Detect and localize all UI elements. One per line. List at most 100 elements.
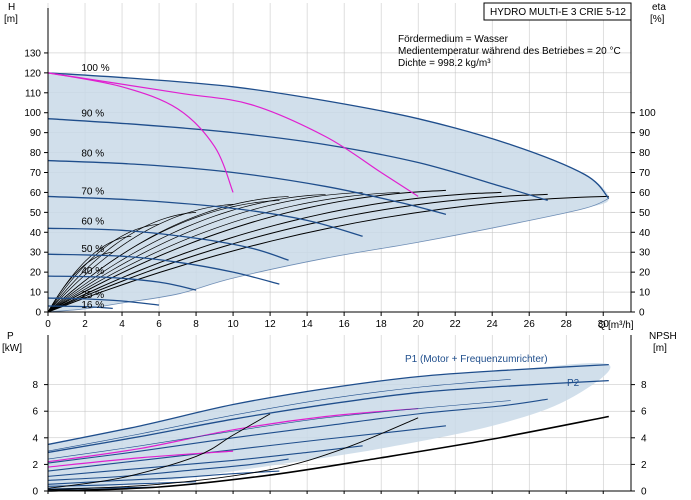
power-speed-curve: [47, 458, 289, 481]
system-curve: [47, 72, 419, 197]
efficiency-curve: [47, 195, 609, 313]
x-tick-label: 22: [450, 319, 462, 330]
y-right-tick-label: 0: [641, 487, 647, 498]
power-speed-curve: [47, 398, 548, 464]
y-right-tick-label: 80: [639, 148, 651, 159]
efficiency-curve: [47, 191, 502, 313]
y-tick-label: 8: [32, 380, 38, 391]
y-right-tick-label: 10: [639, 288, 651, 299]
head-envelope-area: [48, 72, 609, 312]
speed-label: 70 %: [81, 186, 104, 197]
head-curve: [47, 195, 363, 237]
x-axis-unit-q: [m³/h]: [608, 320, 634, 331]
speed-label: 50 %: [81, 244, 104, 255]
y-tick-label: 110: [25, 88, 41, 99]
y-tick-label: 40: [30, 228, 42, 239]
efficiency-curve: [47, 189, 446, 313]
power-speed-curve: [47, 425, 446, 472]
y-right-tick-label: 20: [639, 268, 651, 279]
head-curve: [47, 275, 197, 291]
x-tick-label: 0: [45, 319, 51, 330]
title-box: [483, 2, 632, 21]
x-tick-label: 2: [82, 319, 88, 330]
head-speed-curves: [47, 72, 610, 313]
y-tick-label: 80: [30, 148, 42, 159]
y-right-tick-label: 40: [639, 228, 651, 239]
y-tick-label: 0: [32, 487, 38, 498]
x-tick-label: 14: [302, 319, 314, 330]
x-tick-label: 20: [413, 319, 425, 330]
efficiency-curve: [47, 200, 280, 313]
head-curve: [47, 72, 610, 199]
x-tick-label: 16: [339, 319, 351, 330]
info-temperature: Medientemperatur während des Betriebes =…: [398, 46, 621, 57]
power-speed-curve-thin: [47, 378, 511, 452]
head-curve: [47, 227, 289, 261]
speed-label: 80 %: [81, 149, 104, 160]
y-axis-label-p: P: [7, 331, 14, 342]
y-tick-label: 50: [30, 208, 42, 219]
x-tick-label: 4: [119, 319, 125, 330]
info-medium: Fördermedium = Wasser: [398, 34, 509, 45]
p1-curve: [47, 364, 609, 446]
y-axis-unit-eta: [%]: [650, 14, 665, 25]
npsh-curve: [47, 415, 609, 492]
y-right-tick-label: 2: [641, 460, 647, 471]
y-tick-label: 10: [30, 288, 42, 299]
head-curve: [47, 118, 548, 202]
y-right-tick-label: 50: [639, 208, 651, 219]
y-tick-label: 130: [24, 48, 41, 59]
power-speed-curve: [47, 445, 363, 477]
speed-labels: 100 % 90 % 80 % 70 % 60 % 50 % 40 % 25 %16 %: [81, 63, 109, 311]
y-tick-label: 4: [32, 433, 38, 444]
power-speed-curve-thin: [47, 400, 511, 460]
y-right-tick-label: 30: [639, 248, 651, 259]
y-axis-unit-h: [m]: [4, 14, 18, 25]
y-right-tick-label: 0: [639, 308, 645, 319]
speed-label: 60 %: [81, 216, 104, 227]
x-tick-label: 12: [265, 319, 277, 330]
y-tick-label: 30: [30, 248, 42, 259]
power-speed-curves: [47, 364, 609, 492]
y-tick-label: 2: [32, 460, 38, 471]
y-axis-unit-p: [kW]: [2, 343, 22, 354]
x-axis-label-q: Q: [598, 320, 606, 331]
p2-curve: [47, 379, 609, 454]
power-black-curve: [47, 413, 271, 489]
efficiency-curve: [47, 194, 326, 313]
y-axis-label-eta: eta: [652, 2, 666, 13]
y-right-tick-label: 60: [639, 188, 651, 199]
x-tick-label: 24: [487, 319, 499, 330]
head-envelope: [48, 72, 609, 312]
power-speed-curve: [47, 470, 280, 485]
efficiency-curve: [47, 223, 160, 313]
speed-label: 40 %: [81, 266, 104, 277]
system-curve: [47, 72, 234, 193]
x-tick-label: 26: [524, 319, 536, 330]
y-tick-label: 6: [32, 407, 38, 418]
y-right-tick-label: 4: [641, 433, 647, 444]
efficiency-curve: [47, 193, 548, 313]
y-axis-label-npsh: NPSH: [649, 331, 677, 342]
y-right-tick-label: 8: [641, 380, 647, 391]
speed-label: 100 %: [81, 63, 109, 74]
y-tick-label: 90: [30, 128, 42, 139]
x-tick-label: 6: [156, 319, 162, 330]
speed-label: 25 %: [81, 290, 104, 301]
y-tick-label: 70: [30, 168, 42, 179]
efficiency-curve: [47, 212, 197, 313]
head-curve: [47, 253, 280, 285]
head-curve: [47, 159, 447, 215]
head-axes: 0102030405060708090100110120130010203040…: [24, 8, 656, 330]
speed-label: 90 %: [81, 109, 104, 120]
y-axis-unit-npsh: [m]: [653, 343, 667, 354]
info-density: Dichte = 998.2 kg/m³: [398, 58, 491, 69]
y-right-tick-label: 100: [639, 108, 656, 119]
x-tick-label: 8: [193, 319, 199, 330]
power-axes: 0 0 2 2 4 4 6 6 8 8: [32, 335, 647, 498]
x-tick-label: 18: [376, 319, 388, 330]
power-system-curve: [47, 407, 419, 463]
y-axis-label-h: H: [8, 2, 15, 13]
power-black-curve: [47, 417, 419, 491]
